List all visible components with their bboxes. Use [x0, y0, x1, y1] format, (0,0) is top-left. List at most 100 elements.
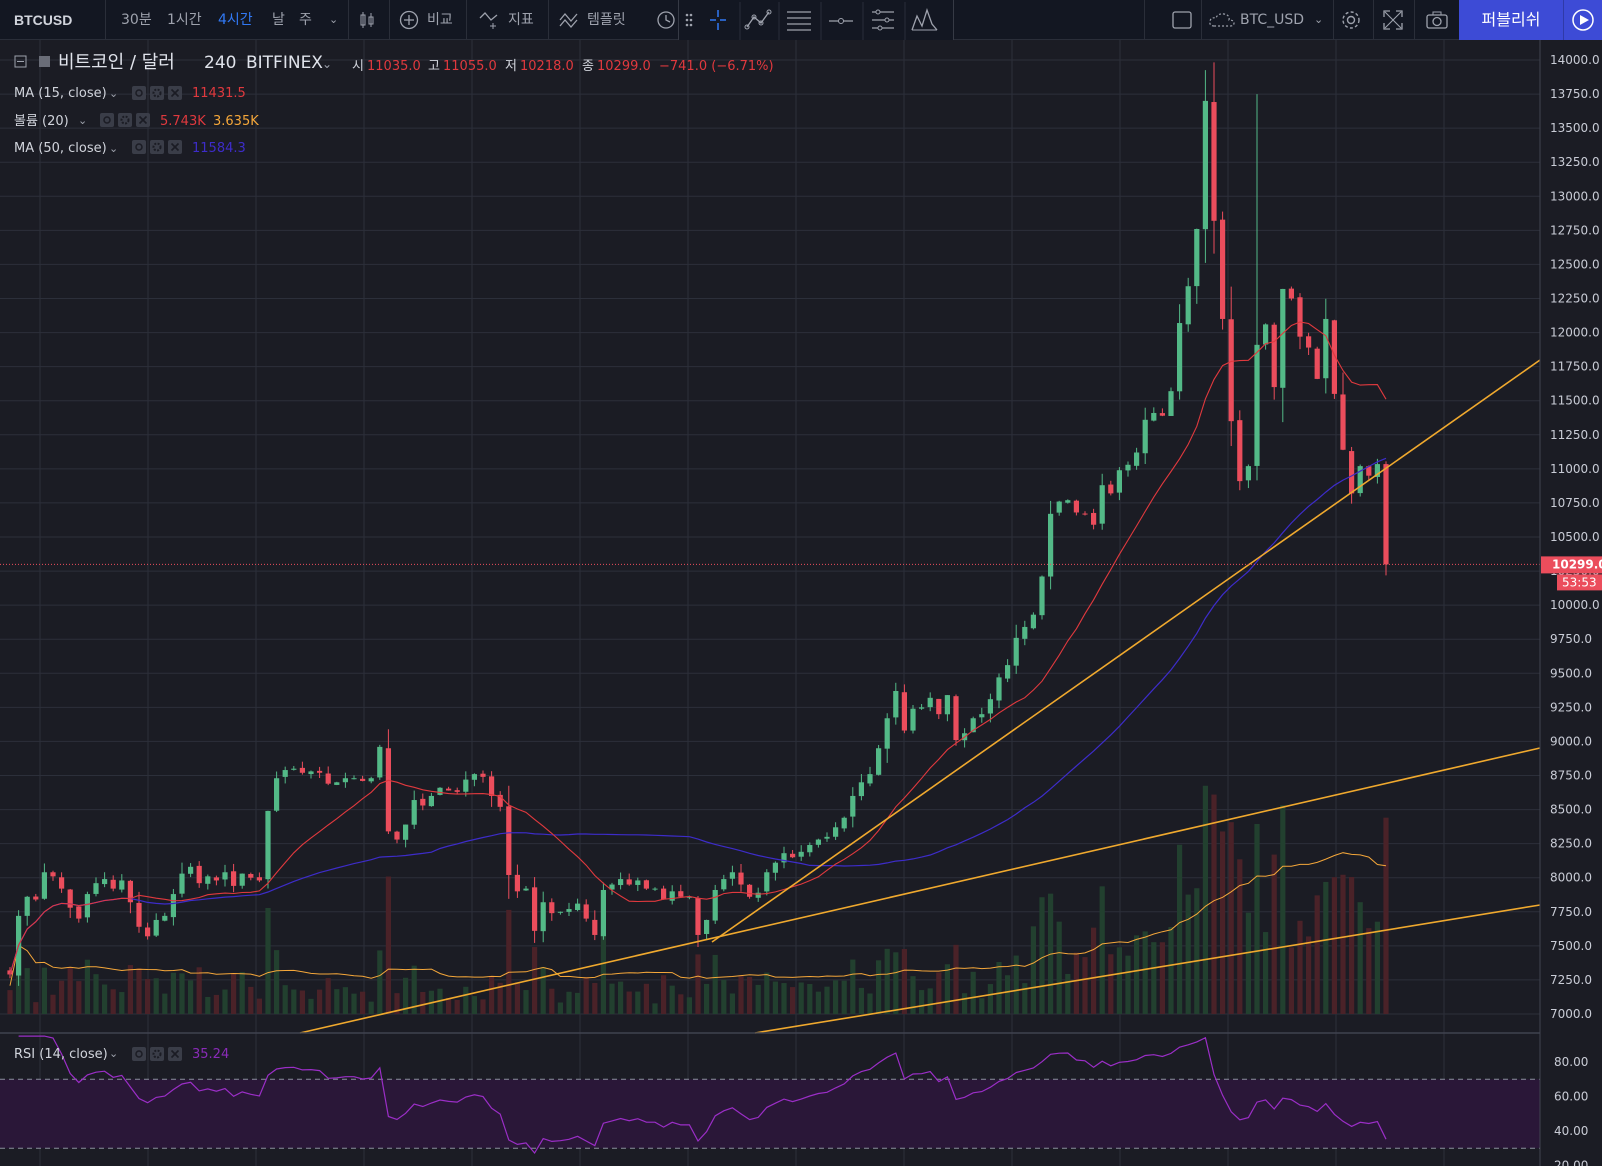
rsi-band: [0, 1079, 1540, 1149]
cloud-save-icon[interactable]: [1208, 11, 1238, 29]
layout-chevron-down-icon[interactable]: ⌄: [1314, 13, 1324, 26]
settings-gear-icon[interactable]: [1340, 9, 1362, 31]
compare-plus-icon[interactable]: [399, 10, 419, 30]
candle: [411, 800, 417, 825]
volume-bar: [927, 988, 933, 1014]
price-tick-label: 12000.0: [1550, 326, 1600, 340]
eye-icon[interactable]: [132, 86, 146, 100]
candle: [196, 865, 202, 884]
candle: [170, 894, 176, 918]
expand-fullscreen-icon[interactable]: [1383, 10, 1403, 30]
volume-bar: [807, 984, 813, 1014]
chevron-down-icon: ⌄: [78, 114, 87, 127]
indicator-buttons[interactable]: [100, 86, 182, 1061]
candle: [1125, 464, 1131, 471]
price-tick-label: 12750.0: [1550, 223, 1600, 237]
candle: [514, 874, 520, 892]
volume-value: 5.743K: [160, 114, 206, 129]
volume-label[interactable]: 볼륨 (20): [14, 114, 69, 129]
horizontal-line-icon[interactable]: [829, 18, 853, 24]
flag-icon[interactable]: [39, 56, 50, 67]
rsi-axis[interactable]: 80.00 60.00 40.00 20.00: [1554, 1055, 1588, 1166]
volume-bar: [824, 986, 830, 1014]
volume-bar: [1306, 936, 1312, 1014]
volume-bar: [919, 990, 925, 1014]
gear-teeth: [120, 115, 130, 125]
interval-1d[interactable]: 날: [272, 12, 285, 28]
indicators-icon[interactable]: [479, 10, 503, 30]
candle-style-icon[interactable]: [358, 11, 376, 29]
crosshair-icon[interactable]: [710, 10, 726, 30]
measure-tool-icon[interactable]: [872, 9, 894, 31]
interval-4h[interactable]: 4시간: [218, 12, 253, 28]
volume-bar: [1082, 957, 1088, 1014]
price-tick-label: 14000.0: [1550, 53, 1600, 67]
volume-bar: [377, 950, 383, 1014]
templates-icon[interactable]: [559, 10, 583, 30]
volume-bar: [256, 998, 262, 1014]
gear-icon[interactable]: [150, 1047, 164, 1061]
price-axis[interactable]: 14000.0 13750.0 13500.0 13250.0 13000.0 12750…: [1550, 53, 1600, 1021]
gear-icon[interactable]: [150, 86, 164, 100]
volume-bar: [1228, 822, 1234, 1014]
ma15-label[interactable]: MA (15, close): [14, 86, 107, 101]
svg-text:10299.0: 10299.0: [1552, 557, 1602, 571]
candle: [996, 677, 1002, 701]
interval-30m[interactable]: 30분: [121, 12, 152, 28]
alert-clock-icon[interactable]: [656, 10, 676, 30]
volume-bar: [368, 1001, 374, 1014]
legend-chevron-icon[interactable]: ⌄: [322, 57, 332, 71]
candle: [532, 887, 538, 931]
low-label: 저: [505, 59, 517, 74]
collapse-legend-icon[interactable]: [14, 55, 27, 68]
candle: [1065, 500, 1071, 503]
candle: [557, 911, 563, 913]
trendlines[interactable]: [299, 359, 1541, 1034]
drag-handle-icon[interactable]: [685, 13, 693, 27]
compare-button[interactable]: 비교: [427, 12, 453, 28]
volume-bar: [944, 964, 950, 1014]
fullscreen-square-icon[interactable]: [1172, 11, 1192, 29]
fib-retracement-icon[interactable]: [787, 11, 811, 31]
candle: [231, 871, 237, 886]
indicators-button[interactable]: 지표: [508, 12, 534, 28]
eye-icon[interactable]: [132, 140, 146, 154]
replay-button[interactable]: [1563, 0, 1602, 40]
volume-bar: [798, 982, 804, 1014]
ma50-value: 11584.3: [192, 141, 246, 156]
volume-bar: [790, 987, 796, 1014]
price-chart[interactable]: 14000.0 13750.0 13500.0 13250.0 13000.0 12750…: [0, 40, 1602, 1166]
candle: [678, 891, 684, 897]
candle: [222, 872, 228, 880]
candle: [1323, 318, 1329, 379]
templates-button[interactable]: 템플릿: [587, 12, 626, 28]
eye-icon[interactable]: [132, 1047, 146, 1061]
candle: [342, 778, 348, 783]
gear-icon[interactable]: [150, 140, 164, 154]
candle: [927, 697, 933, 708]
interval-dropdown-chevron-icon[interactable]: ⌄: [329, 13, 339, 26]
candle: [549, 902, 555, 914]
volume-bar: [609, 983, 615, 1014]
candle: [188, 866, 194, 874]
volume-bar: [93, 974, 99, 1014]
volume-bar: [179, 973, 185, 1014]
interval-1h[interactable]: 1시간: [167, 12, 202, 28]
publish-button[interactable]: 퍼블리쉬: [1459, 0, 1563, 40]
candle: [1280, 288, 1286, 388]
symbol-search[interactable]: BTCUSD: [14, 12, 73, 28]
pattern-tool-icon[interactable]: [744, 9, 772, 30]
toolbar-separator: [466, 0, 467, 40]
candle: [145, 927, 151, 937]
rsi-label[interactable]: RSI (14, close): [14, 1047, 108, 1062]
candle: [953, 696, 959, 741]
snapshot-camera-icon[interactable]: [1426, 10, 1448, 30]
layout-name[interactable]: BTC_USD: [1240, 12, 1305, 28]
ma50-label[interactable]: MA (50, close): [14, 141, 107, 156]
prediction-tool-icon[interactable]: [911, 7, 938, 31]
eye-icon[interactable]: [100, 113, 114, 127]
interval-1w[interactable]: 주: [299, 12, 312, 28]
candle: [1194, 228, 1200, 287]
gear-icon[interactable]: [118, 113, 132, 127]
candle: [790, 853, 796, 858]
